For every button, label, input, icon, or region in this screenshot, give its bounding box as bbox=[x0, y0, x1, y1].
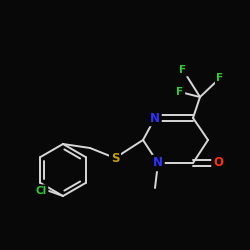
Text: F: F bbox=[216, 73, 224, 83]
Text: Cl: Cl bbox=[36, 186, 46, 196]
Text: F: F bbox=[176, 87, 184, 97]
Text: N: N bbox=[150, 112, 160, 124]
Text: N: N bbox=[153, 156, 163, 170]
Text: O: O bbox=[213, 156, 223, 170]
Text: S: S bbox=[111, 152, 119, 164]
Text: F: F bbox=[180, 65, 186, 75]
